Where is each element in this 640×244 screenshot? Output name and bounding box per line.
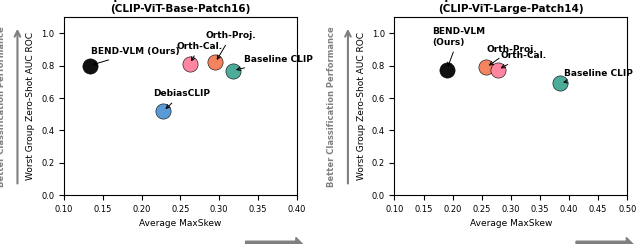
Text: Orth-Proj.: Orth-Proj.	[486, 45, 537, 65]
Point	[442, 68, 452, 72]
Text: BEND-VLM
(Ours): BEND-VLM (Ours)	[432, 27, 485, 66]
Text: Better Classification Performance: Better Classification Performance	[327, 26, 336, 186]
Point	[555, 81, 565, 85]
Text: Better Classification Performance: Better Classification Performance	[0, 26, 6, 186]
Title: Worst Group Zero Shot AUC ROC vs MaxSkew
(CLIP-ViT-Base-Patch16): Worst Group Zero Shot AUC ROC vs MaxSkew…	[47, 0, 314, 13]
Text: Orth-Proj.: Orth-Proj.	[206, 31, 257, 59]
Point	[158, 109, 168, 113]
Text: Baseline CLIP: Baseline CLIP	[237, 55, 313, 71]
X-axis label: Average MaxSkew: Average MaxSkew	[139, 219, 221, 228]
Y-axis label: Worst Group Zero-Shot AUC ROC: Worst Group Zero-Shot AUC ROC	[26, 32, 35, 180]
Title: Worst Group Zero Shot AUC ROC vs MaxSkew
(CLIP-ViT-Large-Patch14): Worst Group Zero Shot AUC ROC vs MaxSkew…	[378, 0, 640, 13]
Point	[84, 64, 95, 68]
Point	[210, 61, 220, 64]
X-axis label: Average MaxSkew: Average MaxSkew	[470, 219, 552, 228]
Text: Orth-Cal.: Orth-Cal.	[500, 51, 547, 68]
Text: Baseline CLIP: Baseline CLIP	[564, 69, 633, 83]
Text: DebiasCLIP: DebiasCLIP	[153, 89, 210, 108]
Point	[481, 65, 492, 69]
Point	[228, 69, 238, 72]
Text: BEND-VLM (Ours): BEND-VLM (Ours)	[91, 47, 180, 65]
Y-axis label: Worst Group Zero-Shot AUC ROC: Worst Group Zero-Shot AUC ROC	[357, 32, 366, 180]
Point	[493, 68, 503, 72]
Point	[184, 62, 195, 66]
Text: Orth-Cal.: Orth-Cal.	[177, 42, 223, 61]
